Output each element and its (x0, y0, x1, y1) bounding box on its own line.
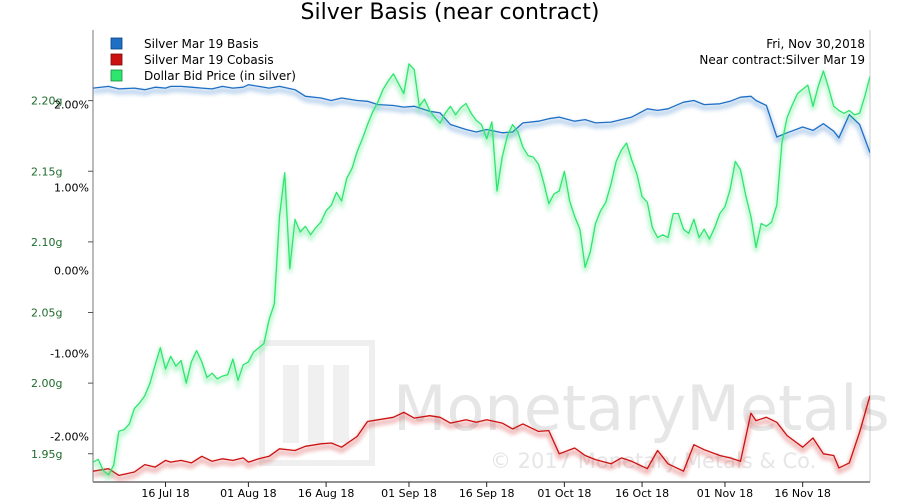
y-left-tick-label: 2.15g (31, 165, 62, 178)
series-cobasis-line-shadow (93, 398, 870, 482)
series-basis-line (93, 84, 870, 153)
y-right-axis: -2.00% -1.00% 0.00% 1.00% 2.00% (50, 99, 89, 444)
legend-swatch-cobasis (110, 53, 123, 66)
y-left-tick-label: 2.10g (31, 236, 62, 249)
x-tick-label: 01 Nov 18 (697, 487, 753, 500)
series-dollar-bid-line-shadow (93, 63, 870, 482)
y-left-tick-label: 1.95g (31, 448, 62, 461)
legend-swatch-dollar-bid (110, 69, 123, 82)
x-tick-label: 16 Jul 18 (141, 487, 189, 500)
series-cobasis-line (93, 395, 870, 477)
legend-item-dollar-bid[interactable]: Dollar Bid Price (in silver) (110, 69, 296, 83)
legend-label-cobasis: Silver Mar 19 Cobasis (144, 53, 274, 67)
x-tick-label: 16 Nov 18 (774, 487, 830, 500)
x-tick-label: 01 Aug 18 (220, 487, 276, 500)
chart-title: Silver Basis (near contract) (301, 0, 600, 25)
monetary-metals-logo (259, 340, 375, 466)
legend: Silver Mar 19 Basis Silver Mar 19 Cobasi… (110, 37, 296, 83)
y-right-tick-label: -2.00% (50, 430, 89, 443)
x-tick-label: 16 Sep 18 (459, 487, 515, 500)
y-right-tick-label: -1.00% (50, 347, 89, 360)
legend-label-basis: Silver Mar 19 Basis (144, 37, 258, 51)
watermark-brand: MonetaryMetals (393, 372, 890, 445)
legend-label-dollar-bid: Dollar Bid Price (in silver) (144, 69, 296, 83)
y-right-tick-label: 0.00% (54, 265, 89, 278)
y-left-axis: 1.95g 2.00g 2.05g 2.10g 2.15g 2.20g (31, 95, 93, 461)
x-tick-label: 01 Oct 18 (537, 487, 591, 500)
x-axis: 16 Jul 18 01 Aug 18 16 Aug 18 01 Sep 18 16 S… (141, 482, 831, 500)
watermark: MonetaryMetals © 2017 Monetary Metals & … (259, 340, 890, 473)
series-layer (93, 63, 870, 482)
annotation-date: Fri, Nov 30,2018 (766, 37, 865, 51)
x-tick-label: 16 Aug 18 (298, 487, 354, 500)
y-left-tick-label: 2.00g (31, 377, 62, 390)
x-tick-label: 16 Oct 18 (615, 487, 669, 500)
y-left-tick-label: 2.20g (31, 95, 62, 108)
legend-item-basis[interactable]: Silver Mar 19 Basis (110, 37, 258, 51)
series-dollar-bid-line (93, 63, 870, 476)
annotation-contract: Near contract:Silver Mar 19 (699, 53, 865, 67)
x-tick-label: 01 Sep 18 (381, 487, 437, 500)
y-right-tick-label: 1.00% (54, 182, 89, 195)
y-right-tick-label: 2.00% (54, 99, 89, 112)
legend-item-cobasis[interactable]: Silver Mar 19 Cobasis (110, 53, 274, 67)
legend-swatch-basis (110, 37, 123, 50)
series-basis-line-shadow (93, 86, 870, 157)
y-left-tick-label: 2.05g (31, 307, 62, 320)
